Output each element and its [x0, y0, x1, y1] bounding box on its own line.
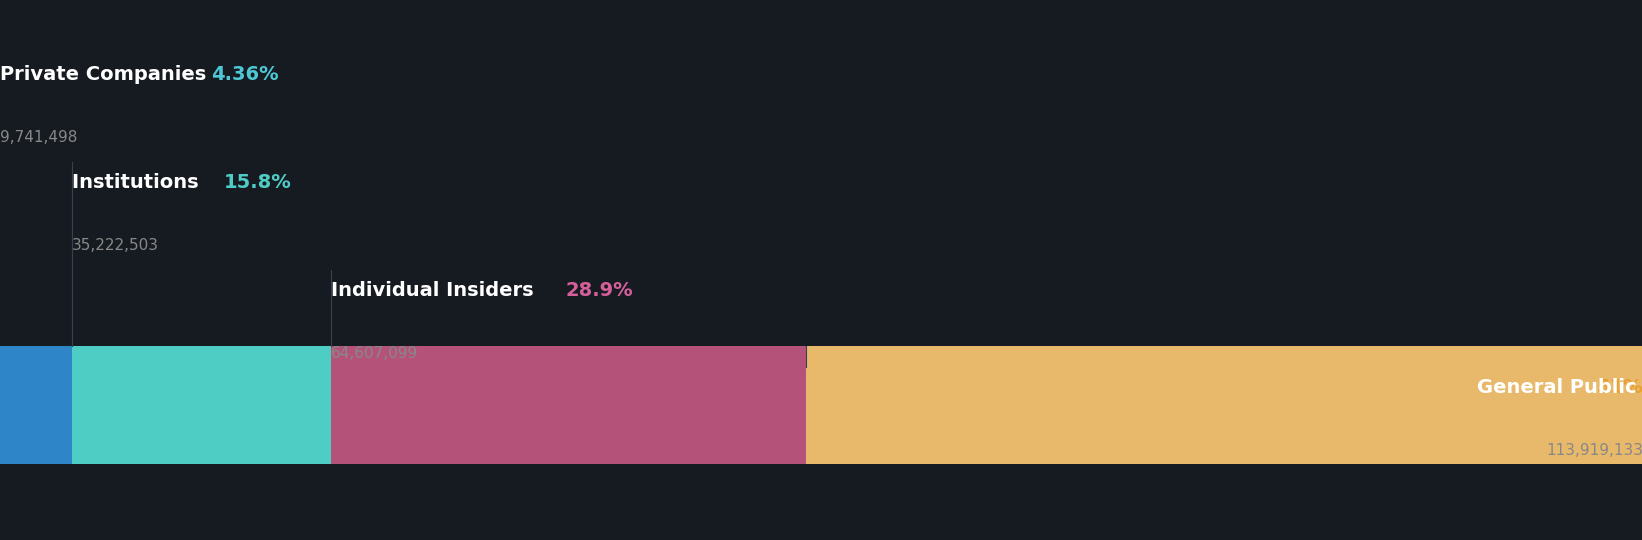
Text: 35,222,503: 35,222,503: [72, 238, 159, 253]
Text: 64,607,099: 64,607,099: [332, 346, 419, 361]
Text: 51%: 51%: [1596, 378, 1642, 397]
Text: Private Companies: Private Companies: [0, 65, 213, 84]
Text: 4.36%: 4.36%: [212, 65, 279, 84]
Bar: [0, 346, 72, 464]
Bar: [72, 346, 332, 464]
Text: Individual Insiders: Individual Insiders: [332, 281, 540, 300]
Text: Institutions: Institutions: [72, 173, 205, 192]
Text: 9,741,498: 9,741,498: [0, 130, 77, 145]
Text: 113,919,133: 113,919,133: [1547, 443, 1642, 458]
Text: 28.9%: 28.9%: [566, 281, 634, 300]
Text: General Public: General Public: [1476, 378, 1642, 397]
Text: 15.8%: 15.8%: [225, 173, 292, 192]
Bar: [806, 346, 1642, 464]
Bar: [332, 346, 806, 464]
